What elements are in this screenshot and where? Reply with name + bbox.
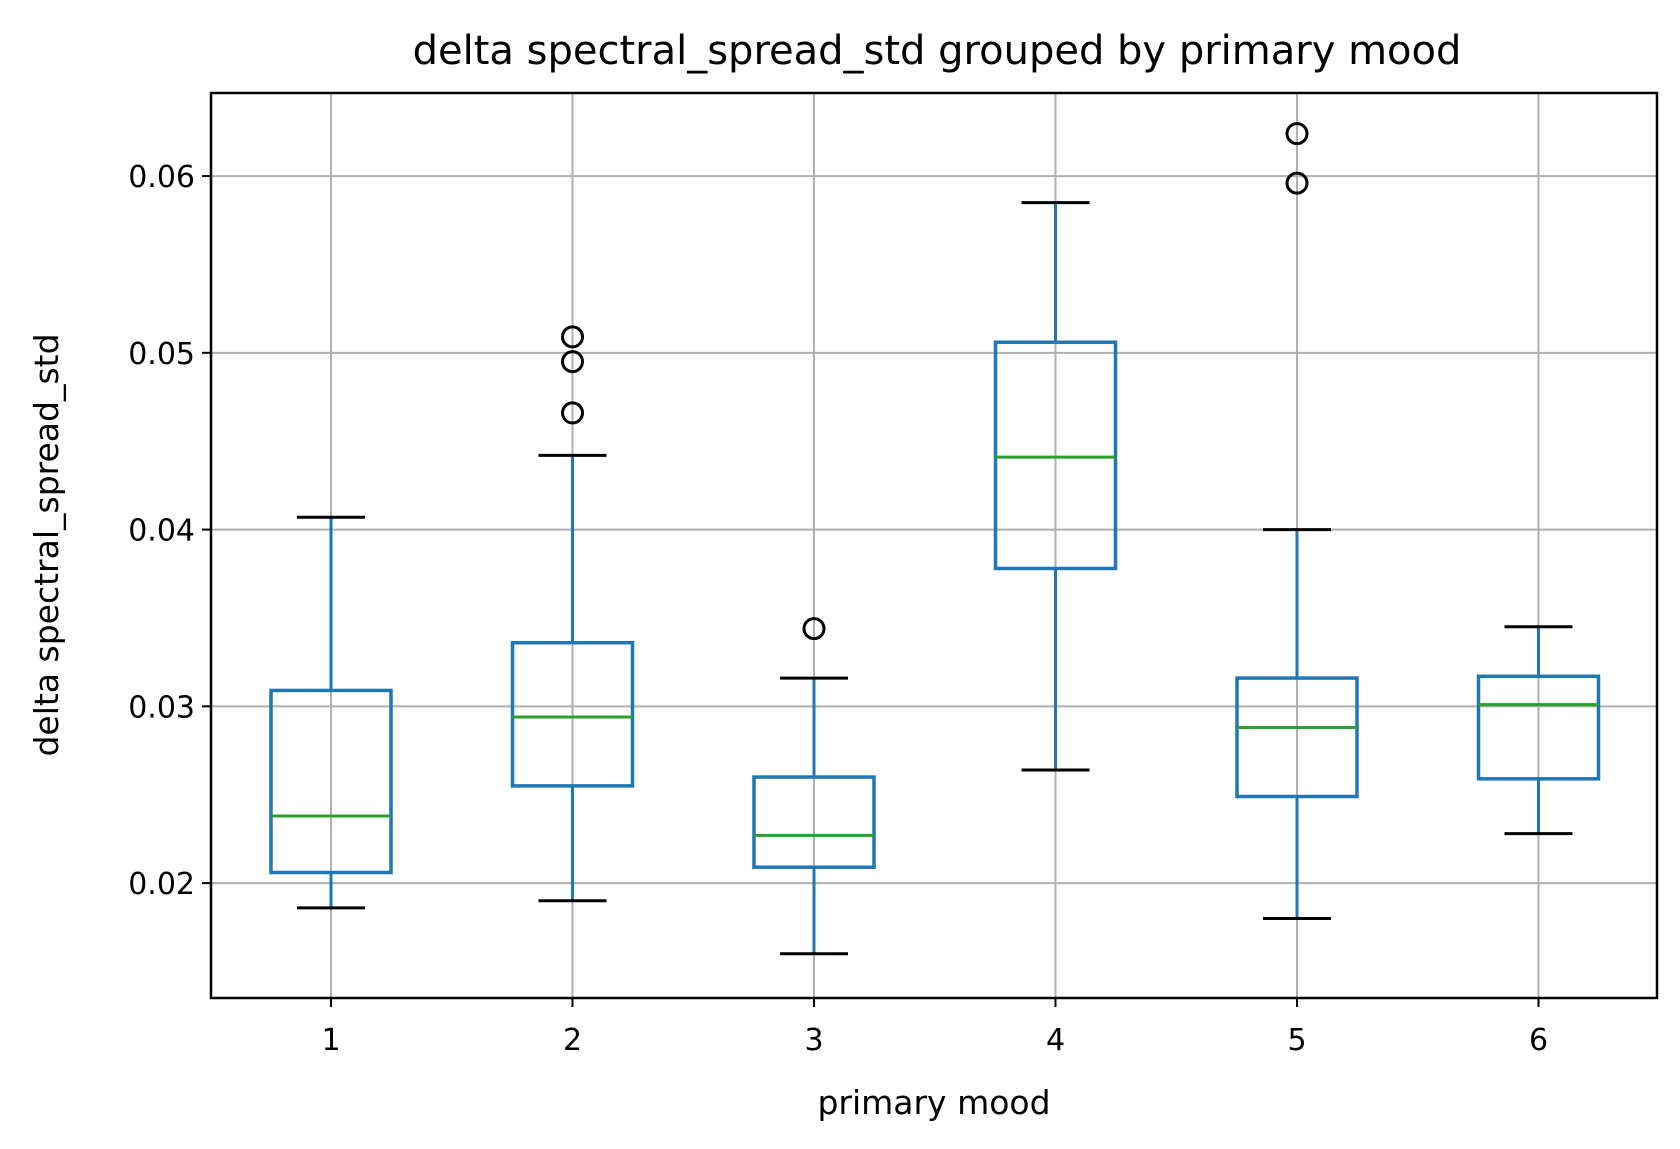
box-group	[510, 325, 635, 903]
x-tick-label: 1	[321, 1023, 340, 1058]
x-tick-label: 2	[563, 1023, 582, 1058]
chart-title: delta spectral_spread_std grouped by pri…	[413, 28, 1462, 74]
box-iqr	[752, 775, 876, 869]
outlier-point	[561, 350, 584, 374]
box-group	[1235, 122, 1359, 920]
y-axis-label: delta spectral_spread_std	[27, 333, 66, 756]
box-group	[1476, 625, 1601, 836]
y-tick-label: 0.02	[128, 867, 195, 902]
y-tick-label: 0.04	[128, 514, 195, 549]
box-iqr	[269, 688, 393, 875]
box-group	[752, 617, 876, 956]
outlier-point	[1285, 122, 1309, 146]
y-tick-label: 0.05	[128, 337, 195, 372]
outlier-point	[561, 401, 584, 425]
x-axis: 1 2 3 4 5 6	[321, 998, 1548, 1058]
y-axis: 0.02 0.03 0.04 0.05 0.06	[128, 160, 211, 902]
x-tick-label: 6	[1529, 1023, 1548, 1058]
outlier-point	[561, 325, 584, 349]
outlier-point	[1285, 171, 1309, 195]
y-tick-label: 0.06	[128, 160, 195, 195]
box-group	[993, 201, 1118, 772]
box-series	[269, 122, 1601, 956]
x-axis-label: primary mood	[817, 1083, 1050, 1122]
grid-lines	[211, 93, 1657, 998]
outlier-point	[802, 617, 826, 641]
box-iqr	[1235, 676, 1359, 799]
x-tick-label: 3	[804, 1023, 823, 1058]
y-tick-label: 0.03	[128, 690, 195, 725]
x-tick-label: 5	[1287, 1023, 1306, 1058]
x-tick-label: 4	[1046, 1023, 1065, 1058]
box-iqr	[1476, 674, 1601, 781]
box-iqr	[510, 640, 635, 788]
box-iqr	[993, 340, 1118, 571]
plot-frame	[209, 91, 1659, 1000]
box-group	[269, 515, 393, 910]
